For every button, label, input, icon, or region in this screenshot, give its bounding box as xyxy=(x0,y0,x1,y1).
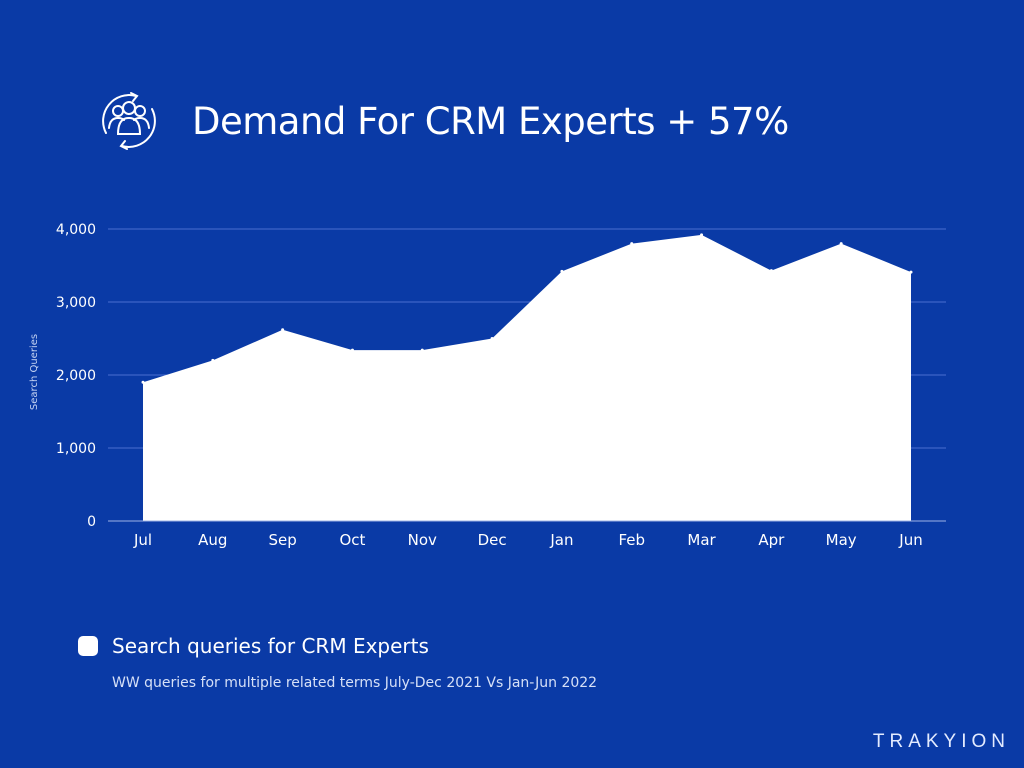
chart-description: WW queries for multiple related terms Ju… xyxy=(112,675,598,691)
data-point xyxy=(839,242,843,246)
series-area xyxy=(143,234,911,521)
legend-label: Search queries for CRM Experts xyxy=(112,634,429,658)
legend-swatch xyxy=(78,636,98,656)
data-point xyxy=(141,380,145,384)
data-point xyxy=(490,337,494,340)
x-tick-label: Feb xyxy=(618,531,645,549)
data-point xyxy=(909,270,913,274)
chart-title: Demand For CRM Experts + 57% xyxy=(192,99,789,143)
x-tick-label: Jul xyxy=(133,531,152,549)
data-point xyxy=(630,242,634,246)
y-tick-label: 0 xyxy=(87,514,96,530)
x-tick-label: Jun xyxy=(898,531,922,549)
x-tick-label: Oct xyxy=(339,531,365,549)
y-axis-label: Search Queries xyxy=(29,334,40,410)
x-tick-label: Aug xyxy=(198,531,227,549)
y-tick-label: 2,000 xyxy=(56,368,96,384)
x-tick-label: Sep xyxy=(268,531,296,549)
y-tick-label: 1,000 xyxy=(56,441,96,457)
x-tick-label: Dec xyxy=(478,531,507,549)
x-tick-label: Mar xyxy=(687,531,716,549)
chart-header: Demand For CRM Experts + 57% xyxy=(96,88,789,154)
data-point xyxy=(700,233,704,237)
x-tick-label: Jan xyxy=(549,531,573,549)
x-tick-label: May xyxy=(826,531,857,549)
legend: Search queries for CRM Experts xyxy=(78,634,429,658)
data-point xyxy=(769,269,773,273)
data-point xyxy=(350,348,354,352)
y-tick-label: 3,000 xyxy=(56,295,96,311)
brand-logo: TRAKYION xyxy=(872,731,1010,752)
data-point xyxy=(281,328,285,332)
people-exchange-icon xyxy=(102,92,156,150)
data-point xyxy=(420,348,424,352)
data-point xyxy=(211,358,215,362)
data-point xyxy=(560,269,564,273)
x-tick-label: Apr xyxy=(758,531,785,549)
x-tick-label: Nov xyxy=(408,531,437,549)
y-tick-label: 4,000 xyxy=(56,222,96,238)
